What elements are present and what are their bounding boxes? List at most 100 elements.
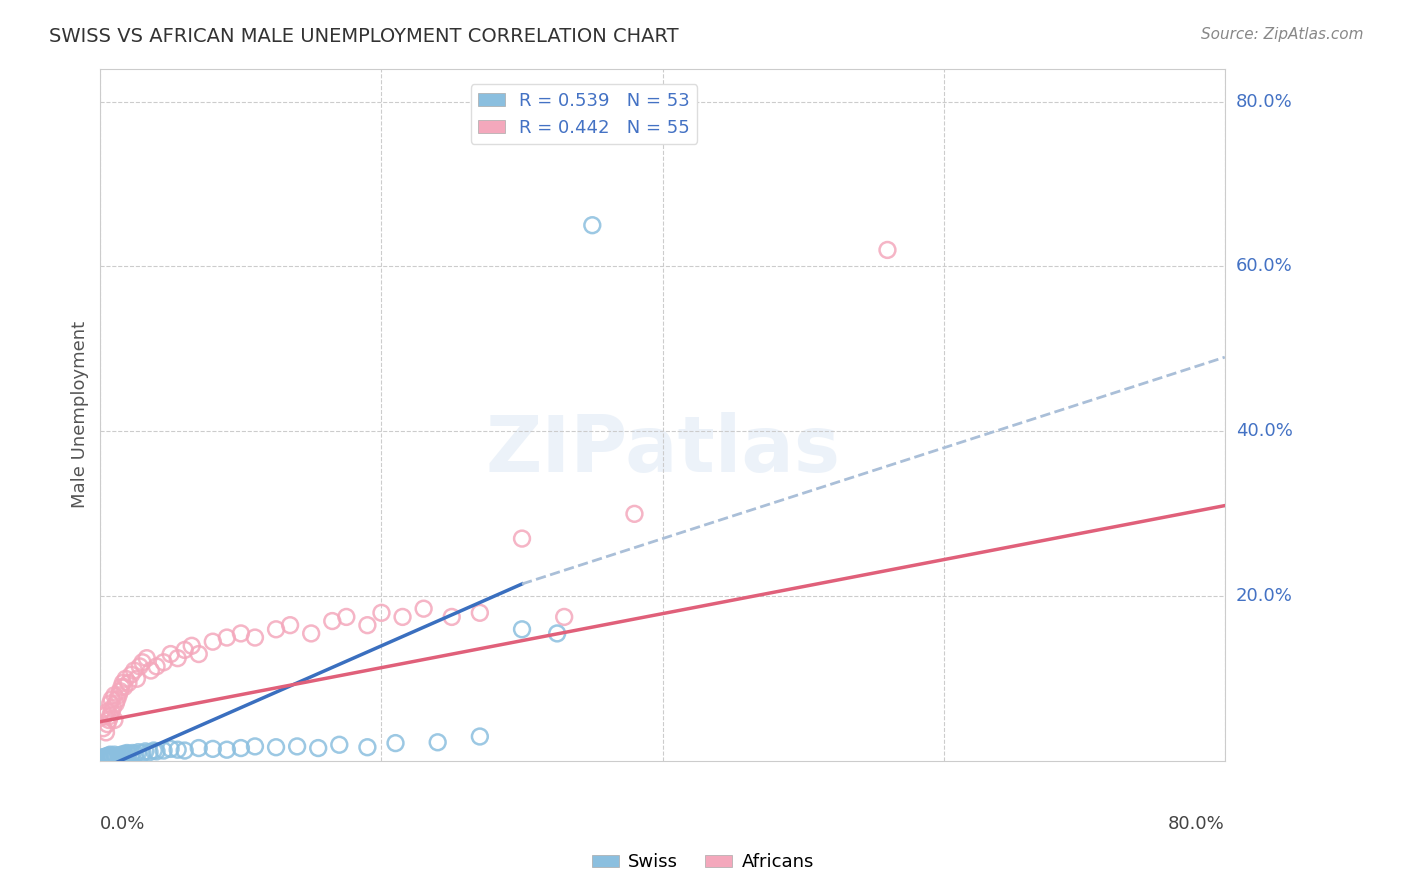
Text: ZIPatlas: ZIPatlas xyxy=(485,411,839,488)
Point xyxy=(103,713,125,727)
Point xyxy=(229,626,252,640)
Text: 80.0%: 80.0% xyxy=(1236,93,1292,111)
Point xyxy=(581,218,603,232)
Point xyxy=(356,740,378,755)
Point xyxy=(103,688,125,702)
Point xyxy=(100,751,122,765)
Point xyxy=(114,672,136,686)
Point xyxy=(201,634,224,648)
Point xyxy=(97,748,120,763)
Point xyxy=(98,709,121,723)
Point xyxy=(264,740,287,755)
Point xyxy=(264,622,287,636)
Point xyxy=(93,709,115,723)
Point xyxy=(110,747,132,762)
Point xyxy=(96,705,118,719)
Point xyxy=(107,688,129,702)
Point xyxy=(98,750,121,764)
Point xyxy=(103,747,125,762)
Point xyxy=(114,747,136,762)
Text: 20.0%: 20.0% xyxy=(1236,587,1294,606)
Point xyxy=(96,717,118,731)
Point xyxy=(278,618,301,632)
Point xyxy=(93,752,115,766)
Point xyxy=(91,721,114,735)
Point xyxy=(166,651,188,665)
Text: 80.0%: 80.0% xyxy=(1168,815,1225,833)
Point xyxy=(166,742,188,756)
Point xyxy=(152,655,174,669)
Point xyxy=(115,746,138,760)
Point xyxy=(876,243,898,257)
Point xyxy=(180,639,202,653)
Point xyxy=(104,749,127,764)
Point xyxy=(159,742,181,756)
Point xyxy=(111,748,134,763)
Point xyxy=(356,618,378,632)
Point xyxy=(128,659,150,673)
Point xyxy=(107,748,129,763)
Point xyxy=(370,606,392,620)
Point xyxy=(468,606,491,620)
Point xyxy=(243,631,266,645)
Point xyxy=(120,747,142,762)
Text: Source: ZipAtlas.com: Source: ZipAtlas.com xyxy=(1201,27,1364,42)
Legend: R = 0.539   N = 53, R = 0.442   N = 55: R = 0.539 N = 53, R = 0.442 N = 55 xyxy=(471,85,697,144)
Point xyxy=(105,750,128,764)
Point xyxy=(215,631,238,645)
Y-axis label: Male Unemployment: Male Unemployment xyxy=(72,321,89,508)
Point xyxy=(110,680,132,694)
Point xyxy=(104,697,127,711)
Point xyxy=(101,700,124,714)
Point xyxy=(94,753,117,767)
Point xyxy=(623,507,645,521)
Point xyxy=(135,651,157,665)
Point xyxy=(201,742,224,756)
Point xyxy=(391,610,413,624)
Point xyxy=(145,744,167,758)
Point xyxy=(307,741,329,756)
Point xyxy=(159,647,181,661)
Point xyxy=(112,680,135,694)
Point xyxy=(285,739,308,754)
Point xyxy=(100,705,122,719)
Point xyxy=(152,743,174,757)
Point xyxy=(187,741,209,756)
Point xyxy=(124,747,146,761)
Point xyxy=(108,749,131,764)
Point xyxy=(510,532,533,546)
Text: SWISS VS AFRICAN MALE UNEMPLOYMENT CORRELATION CHART: SWISS VS AFRICAN MALE UNEMPLOYMENT CORRE… xyxy=(49,27,679,45)
Point xyxy=(426,735,449,749)
Point xyxy=(139,664,162,678)
Legend: Swiss, Africans: Swiss, Africans xyxy=(585,847,821,879)
Text: 40.0%: 40.0% xyxy=(1236,423,1294,441)
Point xyxy=(335,610,357,624)
Point xyxy=(187,647,209,661)
Point xyxy=(384,736,406,750)
Point xyxy=(173,643,195,657)
Point xyxy=(91,750,114,764)
Point xyxy=(94,749,117,764)
Point xyxy=(100,692,122,706)
Point xyxy=(122,664,145,678)
Point xyxy=(440,610,463,624)
Point xyxy=(97,713,120,727)
Point xyxy=(510,622,533,636)
Point xyxy=(127,745,149,759)
Point xyxy=(131,746,153,760)
Point xyxy=(103,751,125,765)
Point xyxy=(94,725,117,739)
Point xyxy=(229,741,252,756)
Point xyxy=(105,692,128,706)
Point xyxy=(98,697,121,711)
Point xyxy=(243,739,266,754)
Point xyxy=(112,747,135,761)
Point xyxy=(173,743,195,757)
Point xyxy=(125,672,148,686)
Text: 0.0%: 0.0% xyxy=(100,815,146,833)
Point xyxy=(145,659,167,673)
Point xyxy=(321,614,343,628)
Point xyxy=(138,745,160,759)
Point xyxy=(108,684,131,698)
Point xyxy=(97,752,120,766)
